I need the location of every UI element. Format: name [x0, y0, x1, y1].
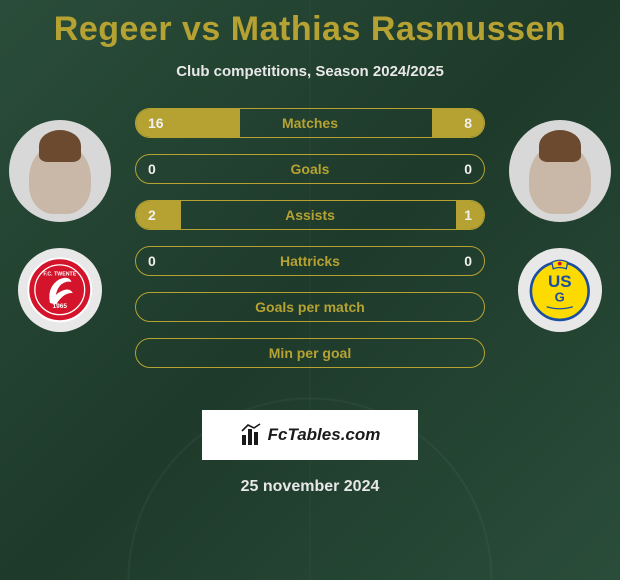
- stat-rows: 16 8 Matches 0 0 Goals 2 1 Assists 0 0 Hattricks Goa…: [135, 108, 485, 384]
- watermark-badge: FcTables.com: [202, 410, 418, 460]
- stat-label: Goals per match: [255, 299, 365, 315]
- svg-text:1965: 1965: [53, 303, 68, 310]
- player-avatar-left: [9, 120, 111, 222]
- stat-label: Matches: [282, 115, 338, 131]
- stat-value-right: 0: [464, 155, 472, 183]
- svg-text:F.C. TWENTE: F.C. TWENTE: [44, 272, 77, 278]
- date-label: 25 november 2024: [0, 478, 620, 496]
- player-avatar-right: [509, 120, 611, 222]
- avatar-face-placeholder: [29, 143, 90, 214]
- twente-crest-icon: F.C. TWENTE 1965: [27, 257, 93, 323]
- stat-row: 0 0 Goals: [135, 154, 485, 184]
- stat-value-right: 1: [464, 201, 472, 229]
- stat-value-right: 8: [464, 109, 472, 137]
- stat-value-left: 0: [148, 247, 156, 275]
- stat-value-right: 0: [464, 247, 472, 275]
- stat-row: 2 1 Assists: [135, 200, 485, 230]
- stat-label: Assists: [285, 207, 335, 223]
- subtitle: Club competitions, Season 2024/2025: [0, 63, 620, 80]
- stat-row: 0 0 Hattricks: [135, 246, 485, 276]
- stat-value-left: 0: [148, 155, 156, 183]
- svg-text:US: US: [548, 272, 572, 291]
- avatar-face-placeholder: [529, 143, 590, 214]
- stat-row: Goals per match: [135, 292, 485, 322]
- stat-label: Hattricks: [280, 253, 340, 269]
- watermark-text: FcTables.com: [268, 425, 381, 445]
- stat-label: Goals: [291, 161, 330, 177]
- stat-label: Min per goal: [269, 345, 351, 361]
- stat-value-left: 16: [148, 109, 164, 137]
- page-title: Regeer vs Mathias Rasmussen: [0, 0, 620, 49]
- union-sg-crest-icon: US G: [527, 257, 593, 323]
- comparison-arena: F.C. TWENTE 1965 US G 16 8 Matches 0 0 Goals 2…: [0, 108, 620, 398]
- club-badge-left: F.C. TWENTE 1965: [18, 248, 102, 332]
- stat-row: 16 8 Matches: [135, 108, 485, 138]
- stat-value-left: 2: [148, 201, 156, 229]
- stat-row: Min per goal: [135, 338, 485, 368]
- stat-fill-left: [136, 201, 181, 229]
- stat-fill-right: [432, 109, 484, 137]
- club-badge-right: US G: [518, 248, 602, 332]
- bars-chart-icon: [240, 423, 264, 447]
- svg-text:G: G: [555, 290, 565, 305]
